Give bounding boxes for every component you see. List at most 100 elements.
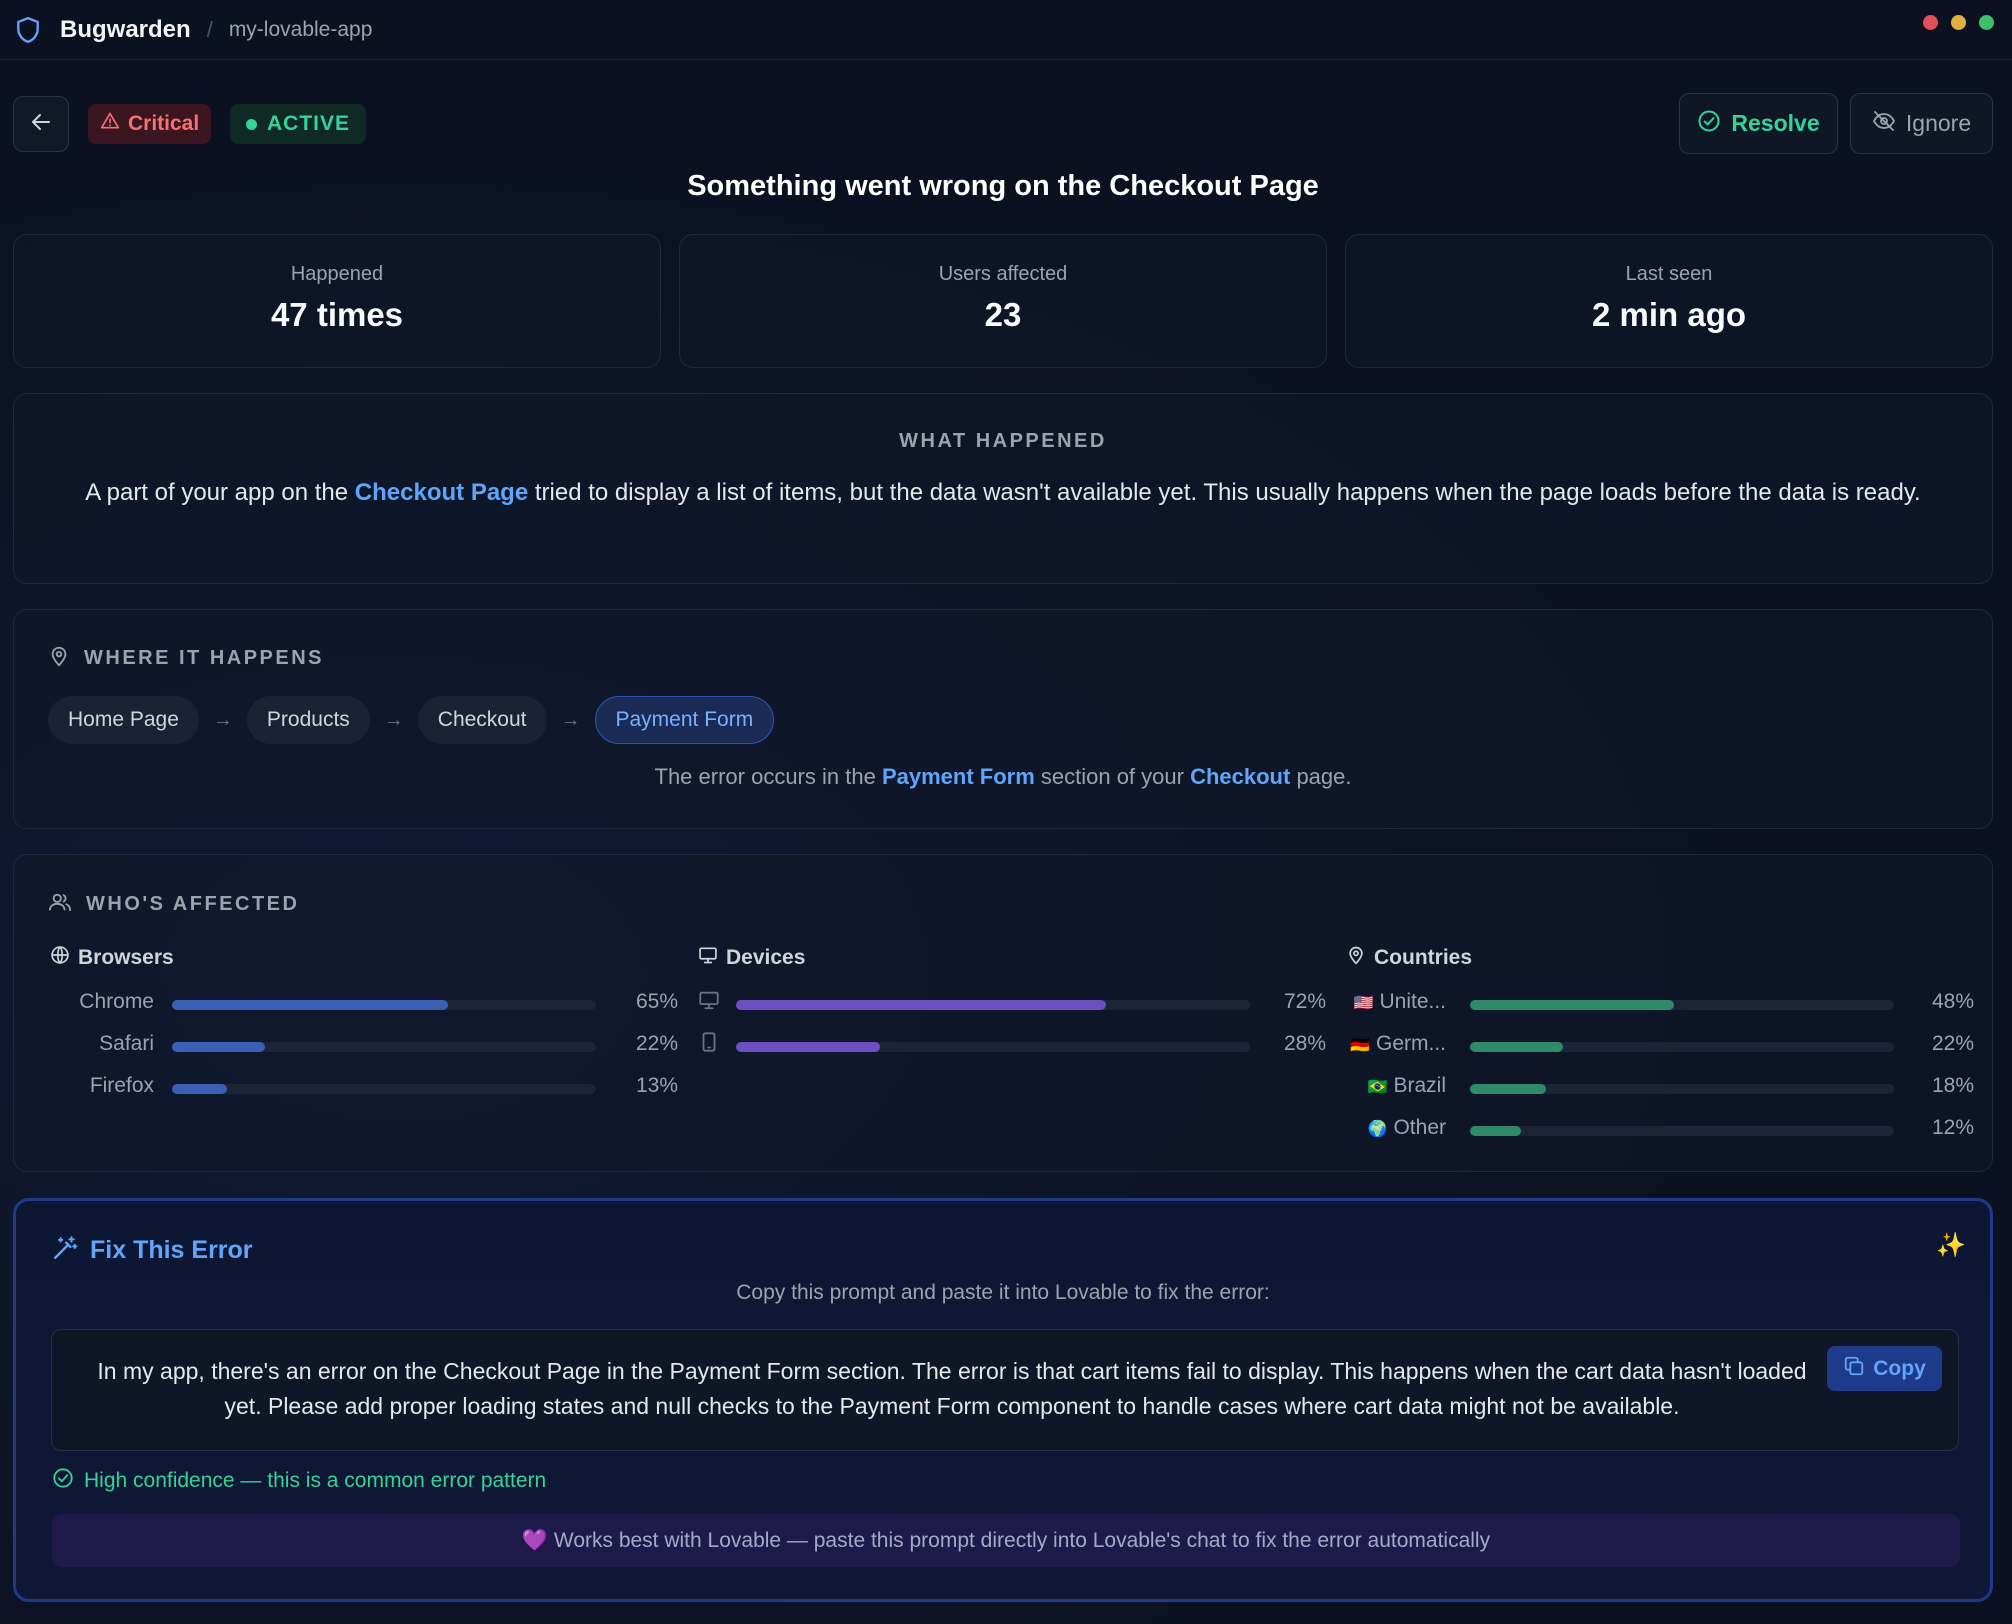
crumb-products[interactable]: Products bbox=[246, 696, 370, 744]
fix-prompt-text[interactable]: In my app, there's an error on the Check… bbox=[97, 1358, 1807, 1419]
flag-de-icon: 🇩🇪 bbox=[1350, 1037, 1371, 1054]
country-label: Germ... bbox=[1375, 1032, 1446, 1055]
bar-fill bbox=[736, 1000, 1107, 1010]
arrow-left-icon bbox=[29, 110, 53, 139]
bar-track bbox=[1470, 1042, 1894, 1052]
stat-label: Happened bbox=[290, 263, 384, 285]
section-heading: WHO'S AFFECTED bbox=[86, 893, 300, 915]
browser-name: Safari bbox=[99, 1032, 154, 1055]
sparkles-icon: ✨ bbox=[1936, 1232, 1966, 1259]
bar-track bbox=[1470, 1084, 1894, 1094]
stat-value: 23 bbox=[984, 296, 1022, 333]
flag-br-icon: 🇧🇷 bbox=[1367, 1079, 1388, 1096]
text-part: tried to display a list of items, but th… bbox=[528, 479, 1921, 506]
browser-row: Safari 22% bbox=[48, 1023, 678, 1065]
crumb-checkout[interactable]: Checkout bbox=[417, 696, 547, 744]
bar-track bbox=[736, 1000, 1250, 1010]
device-row: 28% bbox=[696, 1023, 1326, 1065]
desktop-icon bbox=[698, 989, 720, 1016]
bar-fill bbox=[172, 1042, 266, 1052]
status-dot bbox=[246, 118, 257, 130]
copy-button[interactable]: Copy bbox=[1827, 1346, 1942, 1391]
bar-track bbox=[1470, 1126, 1894, 1136]
fix-error-panel: Fix This Error ✨ Copy this prompt and pa… bbox=[13, 1198, 1993, 1602]
copy-icon bbox=[1843, 1355, 1865, 1383]
country-label: Other bbox=[1393, 1116, 1446, 1139]
stat-value: 2 min ago bbox=[1591, 296, 1747, 333]
where-description: The error occurs in the Payment Form sec… bbox=[14, 764, 1992, 790]
severity-badge: Critical bbox=[88, 104, 212, 144]
ignore-button[interactable]: Ignore bbox=[1850, 93, 1993, 154]
status-badge: ACTIVE bbox=[230, 104, 367, 144]
severity-label: Critical bbox=[128, 112, 200, 135]
bar-track bbox=[1470, 1000, 1894, 1010]
browsers-title-row: Browsers bbox=[50, 945, 668, 971]
where-card: WHERE IT HAPPENS Home Page → Products → … bbox=[13, 609, 1993, 829]
stat-value: 47 times bbox=[270, 296, 404, 333]
back-button[interactable] bbox=[13, 96, 69, 152]
checkout-highlight: Checkout bbox=[1190, 764, 1291, 789]
resolve-label: Resolve bbox=[1731, 110, 1820, 136]
fix-subtitle: Copy this prompt and paste it into Lovab… bbox=[736, 1281, 1270, 1304]
countries-title: Countries bbox=[1374, 946, 1473, 969]
who-heading-row: WHO'S AFFECTED bbox=[48, 891, 299, 918]
fix-heading-row: Fix This Error bbox=[52, 1235, 253, 1266]
browser-name: Firefox bbox=[89, 1074, 154, 1097]
close-dot[interactable] bbox=[1923, 15, 1938, 30]
devices-column: Devices 72% 28% bbox=[696, 945, 1326, 1065]
check-circle-icon bbox=[52, 1467, 74, 1495]
section-heading: WHAT HAPPENED bbox=[899, 430, 1107, 452]
map-pin-icon bbox=[48, 645, 70, 672]
bar-percent: 48% bbox=[1931, 990, 1974, 1013]
window-controls bbox=[1923, 15, 1994, 30]
who-affected-card: WHO'S AFFECTED Browsers Chrome 65% Safar… bbox=[13, 854, 1993, 1172]
stat-label: Last seen bbox=[1625, 263, 1713, 285]
resolve-button[interactable]: Resolve bbox=[1679, 93, 1838, 154]
text-part: section of your bbox=[1034, 764, 1191, 789]
country-row: 🇺🇸 Unite... 48% bbox=[1344, 981, 1974, 1023]
project-name[interactable]: my-lovable-app bbox=[228, 17, 373, 41]
where-heading-row: WHERE IT HAPPENS bbox=[48, 645, 324, 672]
fix-title: Fix This Error bbox=[90, 1236, 253, 1264]
bar-percent: 28% bbox=[1283, 1032, 1326, 1055]
stat-card-last-seen: Last seen 2 min ago bbox=[1345, 234, 1993, 368]
stat-label: Users affected bbox=[938, 263, 1068, 285]
ignore-label: Ignore bbox=[1905, 110, 1972, 136]
devices-title: Devices bbox=[726, 946, 806, 969]
magic-wand-icon bbox=[52, 1235, 78, 1266]
country-label: Brazil bbox=[1393, 1074, 1446, 1097]
monitor-icon bbox=[698, 945, 718, 971]
country-name: 🇩🇪 Germ... bbox=[1344, 1032, 1446, 1056]
arrow-right-icon: → bbox=[383, 708, 404, 731]
confidence-text: High confidence — this is a common error… bbox=[84, 1469, 547, 1492]
bar-percent: 65% bbox=[635, 990, 678, 1013]
devices-title-row: Devices bbox=[698, 945, 1316, 971]
shield-icon bbox=[14, 16, 42, 44]
bar-fill bbox=[1470, 1084, 1547, 1094]
crumb-payment-form[interactable]: Payment Form bbox=[594, 696, 775, 744]
payment-form-highlight: Payment Form bbox=[881, 764, 1035, 789]
text-part: A part of your app on the bbox=[85, 479, 355, 506]
crumb-home-page[interactable]: Home Page bbox=[48, 696, 199, 744]
app-brand[interactable]: Bugwarden bbox=[60, 15, 191, 43]
eye-off-icon bbox=[1872, 109, 1896, 139]
browser-name: Chrome bbox=[79, 990, 154, 1013]
country-row: 🌍 Other 12% bbox=[1344, 1107, 1974, 1149]
lovable-tip-banner: 💜 Works best with Lovable — paste this p… bbox=[52, 1514, 1960, 1567]
text-part: The error occurs in the bbox=[654, 764, 882, 789]
bar-fill bbox=[736, 1042, 880, 1052]
bar-fill bbox=[172, 1084, 228, 1094]
country-label: Unite... bbox=[1379, 990, 1446, 1013]
arrow-right-icon: → bbox=[212, 708, 233, 731]
bar-track bbox=[172, 1042, 596, 1052]
stat-card-happened: Happened 47 times bbox=[13, 234, 661, 368]
device-row: 72% bbox=[696, 981, 1326, 1023]
confidence-note: High confidence — this is a common error… bbox=[52, 1467, 546, 1495]
prompt-box[interactable]: In my app, there's an error on the Check… bbox=[51, 1329, 1959, 1451]
checkout-page-link[interactable]: Checkout Page bbox=[354, 479, 529, 506]
flag-us-icon: 🇺🇸 bbox=[1353, 995, 1374, 1012]
country-name: 🇧🇷 Brazil bbox=[1344, 1074, 1446, 1098]
country-row: 🇧🇷 Brazil 18% bbox=[1344, 1065, 1974, 1107]
minimize-dot[interactable] bbox=[1951, 15, 1966, 30]
maximize-dot[interactable] bbox=[1979, 15, 1994, 30]
